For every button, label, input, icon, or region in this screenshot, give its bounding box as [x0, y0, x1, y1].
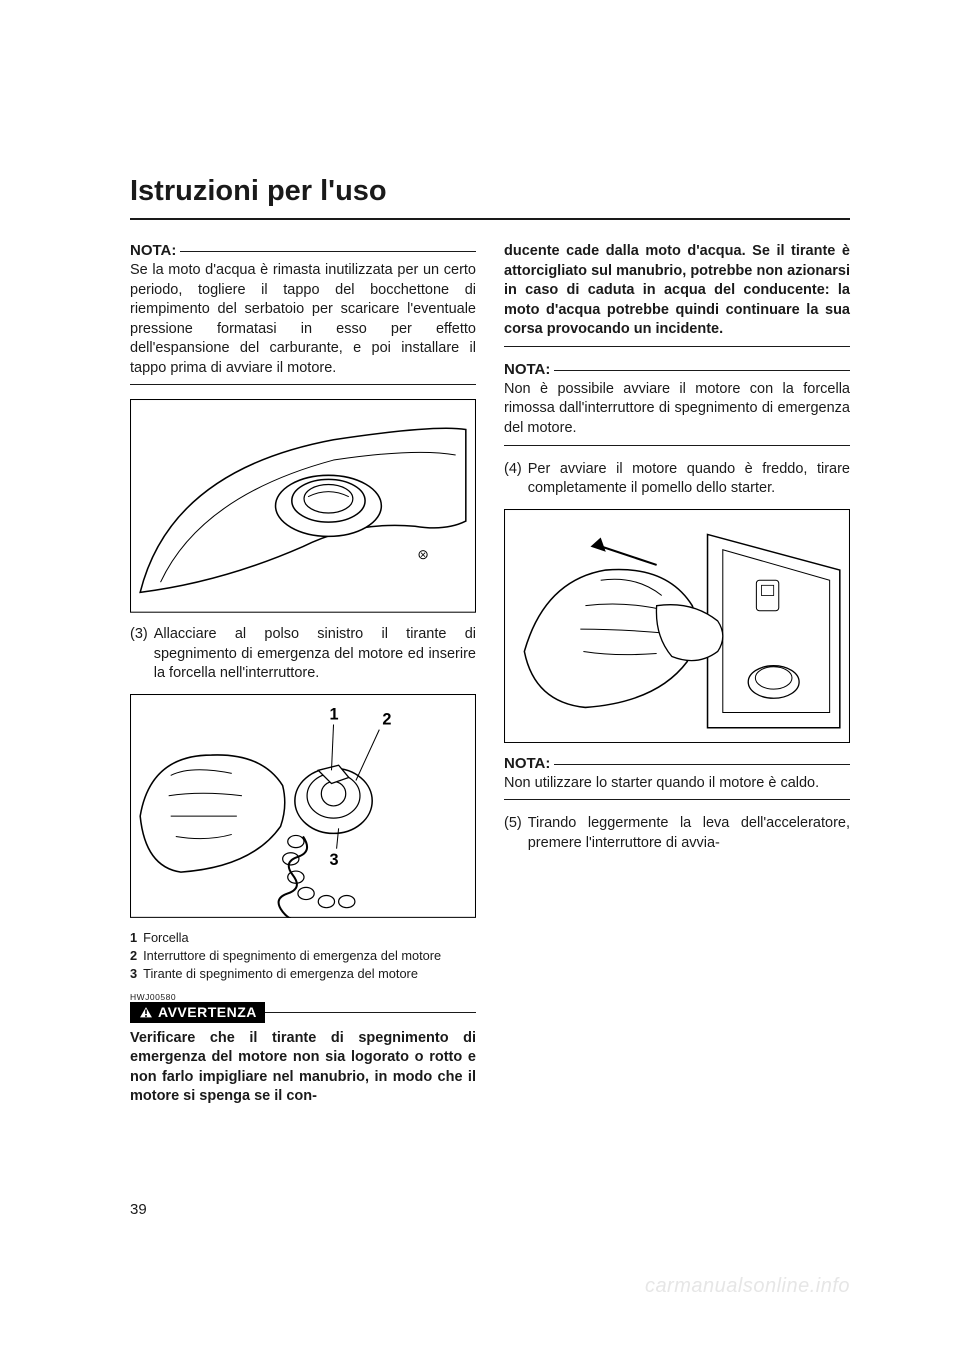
- nota-body: Se la moto d'acqua è rimasta inutilizzat…: [130, 261, 476, 378]
- page-number: 39: [130, 1201, 147, 1218]
- reference-code: HWJ00580: [130, 992, 476, 1002]
- nota-label: NOTA:: [504, 361, 550, 378]
- step-text: Per avviare il motore quando è freddo, t…: [528, 460, 850, 499]
- callout-1-num: 1: [329, 705, 338, 723]
- steps-list: (4) Per avviare il motore quando è fredd…: [504, 460, 850, 499]
- nota-rule: [554, 764, 850, 765]
- steps-list: (3) Allacciare al polso sinistro il tira…: [130, 625, 476, 684]
- figure-starter-knob: [504, 509, 850, 743]
- step-item: (5) Tirando leggermente la leva dell'acc…: [504, 814, 850, 853]
- nota-label: NOTA:: [504, 755, 550, 772]
- section-end-rule: [504, 346, 850, 347]
- warning-body: Verificare che il tirante di spegnimento…: [130, 1029, 476, 1107]
- page-title: Istruzioni per l'uso: [130, 175, 850, 220]
- figure-fuel-cap: [130, 399, 476, 613]
- two-column-body: NOTA: Se la moto d'acqua è rimasta inuti…: [130, 242, 850, 1107]
- nota-heading: NOTA:: [504, 361, 850, 378]
- callout-row: 2 Interruttore di spegnimento di emergen…: [130, 948, 476, 964]
- callout-2-num: 2: [382, 710, 391, 728]
- figure-callouts: 1 Forcella 2 Interruttore di spegnimento…: [130, 930, 476, 982]
- steps-list: (5) Tirando leggermente la leva dell'acc…: [504, 814, 850, 853]
- step-item: (4) Per avviare il motore quando è fredd…: [504, 460, 850, 499]
- callout-text: Interruttore di spegnimento di emergenza…: [143, 948, 476, 964]
- nota-rule: [554, 370, 850, 371]
- warning-label: AVVERTENZA: [158, 1004, 257, 1020]
- callout-row: 3 Tirante di spegnimento di emergenza de…: [130, 966, 476, 982]
- section-end-rule: [504, 445, 850, 446]
- callout-number: 1: [130, 930, 137, 946]
- warning-triangle-icon: [138, 1005, 154, 1019]
- step-number: (4): [504, 460, 522, 499]
- callout-row: 1 Forcella: [130, 930, 476, 946]
- section-end-rule: [130, 384, 476, 385]
- nota-rule: [180, 251, 476, 252]
- step-number: (3): [130, 625, 148, 684]
- section-end-rule: [504, 799, 850, 800]
- manual-page: Istruzioni per l'uso NOTA: Se la moto d'…: [0, 0, 960, 1358]
- warning-body-continued: ducente cade dalla moto d'acqua. Se il t…: [504, 242, 850, 340]
- figure-lanyard-switch: 1 2 3: [130, 694, 476, 918]
- nota-heading: NOTA:: [504, 755, 850, 772]
- callout-number: 3: [130, 966, 137, 982]
- callout-3-num: 3: [329, 851, 338, 869]
- warning-rule: [265, 1012, 476, 1013]
- step-text: Tirando leggermente la leva dell'acceler…: [528, 814, 850, 853]
- watermark: carmanualsonline.info: [645, 1275, 850, 1298]
- nota-label: NOTA:: [130, 242, 176, 259]
- step-item: (3) Allacciare al polso sinistro il tira…: [130, 625, 476, 684]
- warning-heading: AVVERTENZA: [130, 1002, 476, 1023]
- nota-heading: NOTA:: [130, 242, 476, 259]
- nota-body: Non utilizzare lo starter quando il moto…: [504, 774, 850, 794]
- step-number: (5): [504, 814, 522, 853]
- callout-text: Forcella: [143, 930, 476, 946]
- left-column: NOTA: Se la moto d'acqua è rimasta inuti…: [130, 242, 476, 1107]
- warning-badge: AVVERTENZA: [130, 1002, 265, 1023]
- nota-body: Non è possibile avviare il motore con la…: [504, 380, 850, 439]
- right-column: ducente cade dalla moto d'acqua. Se il t…: [504, 242, 850, 1107]
- callout-text: Tirante di spegnimento di emergenza del …: [143, 966, 476, 982]
- callout-number: 2: [130, 948, 137, 964]
- step-text: Allacciare al polso sinistro il tirante …: [154, 625, 476, 684]
